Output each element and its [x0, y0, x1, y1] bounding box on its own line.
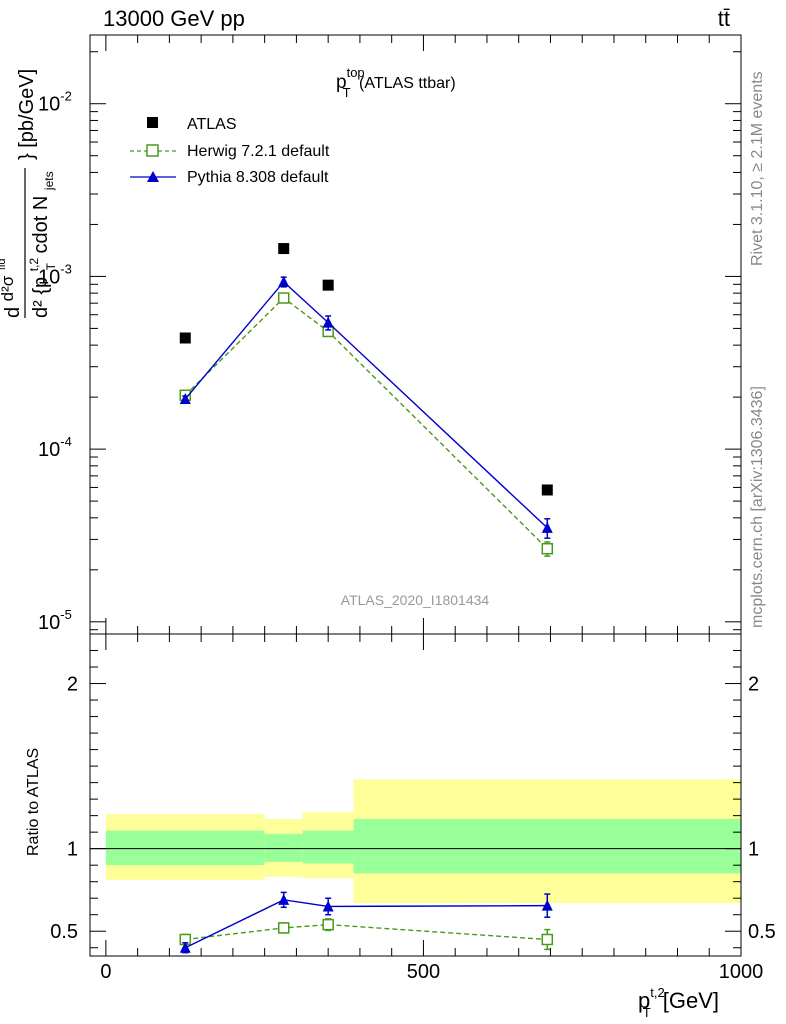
main-y-tick-label: 10-4	[38, 434, 72, 461]
ratio-inner-band	[302, 830, 354, 864]
analysis-watermark: ATLAS_2020_I1801434	[341, 592, 490, 608]
ratio-point-pythia	[541, 899, 553, 911]
ratio-bands-layer	[90, 779, 741, 904]
plot-title-subscript: T	[343, 85, 351, 100]
tick-label-base: 10	[38, 439, 60, 461]
ratio-inner-band	[105, 830, 265, 866]
ylabel-cdot: cdot N	[30, 196, 52, 254]
tick-label-exponent: -5	[60, 607, 72, 622]
tick-label-base: 10	[38, 266, 60, 288]
plot-title-superscript: top	[347, 65, 365, 80]
main-point-herwig	[277, 292, 290, 304]
ylabel-unit: } [pb/GeV]	[16, 69, 38, 160]
ratio-x-tick-label: 0	[100, 961, 111, 983]
ratio-y-tick-label-right: 0.5	[748, 921, 776, 943]
ratio-series-layer	[179, 891, 554, 954]
main-series-layer	[179, 243, 554, 557]
plot-title: ptop T (ATLAS ttbar)	[336, 65, 456, 100]
main-line-pythia	[184, 280, 548, 529]
main-point-atlas	[278, 243, 290, 255]
ratio-point-pythia	[179, 941, 191, 953]
legend-marker-herwig	[146, 144, 159, 157]
ylabel-d2: d²	[30, 300, 52, 318]
main-point-pythia	[541, 521, 553, 533]
tick-label-base: 10	[38, 94, 60, 116]
ratio-point-herwig	[322, 918, 334, 931]
ratio-x-tick-label: 1000	[719, 961, 764, 983]
ratio-point-pythia	[278, 893, 290, 905]
legend-label-pythia: Pythia 8.308 default	[187, 169, 329, 186]
process-label: tt̄	[718, 6, 730, 31]
ratio-inner-band	[353, 818, 741, 874]
ylabel-jets: jets	[42, 171, 56, 191]
ratio-line-pythia	[184, 899, 548, 949]
main-line-herwig	[184, 297, 548, 550]
rivet-version-label: Rivet 3.1.10, ≥ 2.1M events	[749, 71, 766, 266]
ylabel-brace-p: {p	[30, 277, 52, 295]
main-point-atlas	[322, 279, 334, 291]
main-y-axis-label: d d²σ fid d² {p t,2 T cdot N jets } [pb/…	[0, 69, 60, 318]
plot-title-rest: (ATLAS ttbar)	[355, 75, 456, 92]
xlabel-sub: T	[643, 1005, 651, 1020]
tick-label-exponent: -4	[60, 434, 72, 449]
main-point-atlas	[541, 484, 553, 496]
main-y-tick-label: 10-3	[38, 261, 72, 288]
tick-label-base: 10	[38, 612, 60, 634]
legend-label-herwig: Herwig 7.2.1 default	[187, 143, 330, 160]
ylabel-fid: fid	[0, 259, 8, 271]
ratio-y-tick-label: 2	[67, 674, 78, 696]
ratio-y-tick-label-right: 2	[748, 674, 759, 696]
mcplots-label: mcplots.cern.ch [arXiv:1306.3436]	[749, 386, 766, 628]
ratio-plot: 0 500 1000 0.5 0.5 1 1 2 2	[50, 633, 776, 983]
collision-energy-label: 13000 GeV pp	[103, 6, 245, 31]
svg-text:d d²σ fid: d d²σ fid	[0, 259, 24, 318]
xlabel-p: p	[638, 988, 650, 1013]
ratio-y-tick-label: 0.5	[50, 921, 78, 943]
xlabel-sup: t,2	[650, 985, 664, 1000]
ylabel-T: T	[44, 262, 58, 270]
ratio-point-herwig	[541, 933, 554, 946]
xlabel-unit: [GeV]	[657, 988, 719, 1013]
ratio-point-herwig	[277, 922, 290, 934]
ratio-point-pythia	[322, 900, 334, 912]
main-point-pythia	[179, 393, 191, 405]
svg-text:d² {p t,2 T: d² {p t,2 T cdot N jets	[21, 171, 60, 318]
main-y-tick-label: 10-5	[38, 607, 72, 634]
main-plot: 10-210-310-410-5	[38, 34, 742, 635]
main-point-pythia	[322, 316, 334, 328]
main-axes-layer: 10-210-310-410-5	[38, 35, 742, 634]
ratio-inner-band	[264, 833, 303, 862]
ratio-x-tick-label: 500	[407, 961, 440, 983]
ratio-plot-frame	[89, 633, 742, 957]
ratio-line-herwig	[185, 923, 548, 941]
ylabel-t2: t,2	[27, 258, 41, 272]
main-point-atlas	[179, 332, 191, 344]
legend: ATLAS Herwig 7.2.1 default Pythia 8.308 …	[130, 116, 330, 186]
ylabel-d: d	[2, 307, 24, 318]
main-point-pythia	[278, 275, 290, 287]
main-y-tick-label: 10-2	[38, 89, 72, 116]
ylabel-sigma: d²σ	[0, 275, 17, 301]
legend-marker-atlas	[147, 117, 158, 128]
legend-label-atlas: ATLAS	[187, 116, 237, 133]
ratio-y-tick-label: 1	[67, 839, 78, 861]
tick-label-exponent: -3	[60, 261, 72, 276]
legend-marker-pythia	[147, 171, 159, 182]
tick-label-exponent: -2	[60, 89, 72, 104]
x-axis-label: pt,2 T [GeV]	[638, 985, 719, 1020]
ratio-y-tick-label-right: 1	[748, 839, 759, 861]
ratio-y-axis-label: Ratio to ATLAS	[25, 748, 42, 856]
main-point-herwig	[541, 542, 554, 555]
ratio-axes-layer: 0 500 1000 0.5 0.5 1 1 2 2	[50, 634, 776, 983]
plot-title-main: p	[336, 72, 347, 93]
